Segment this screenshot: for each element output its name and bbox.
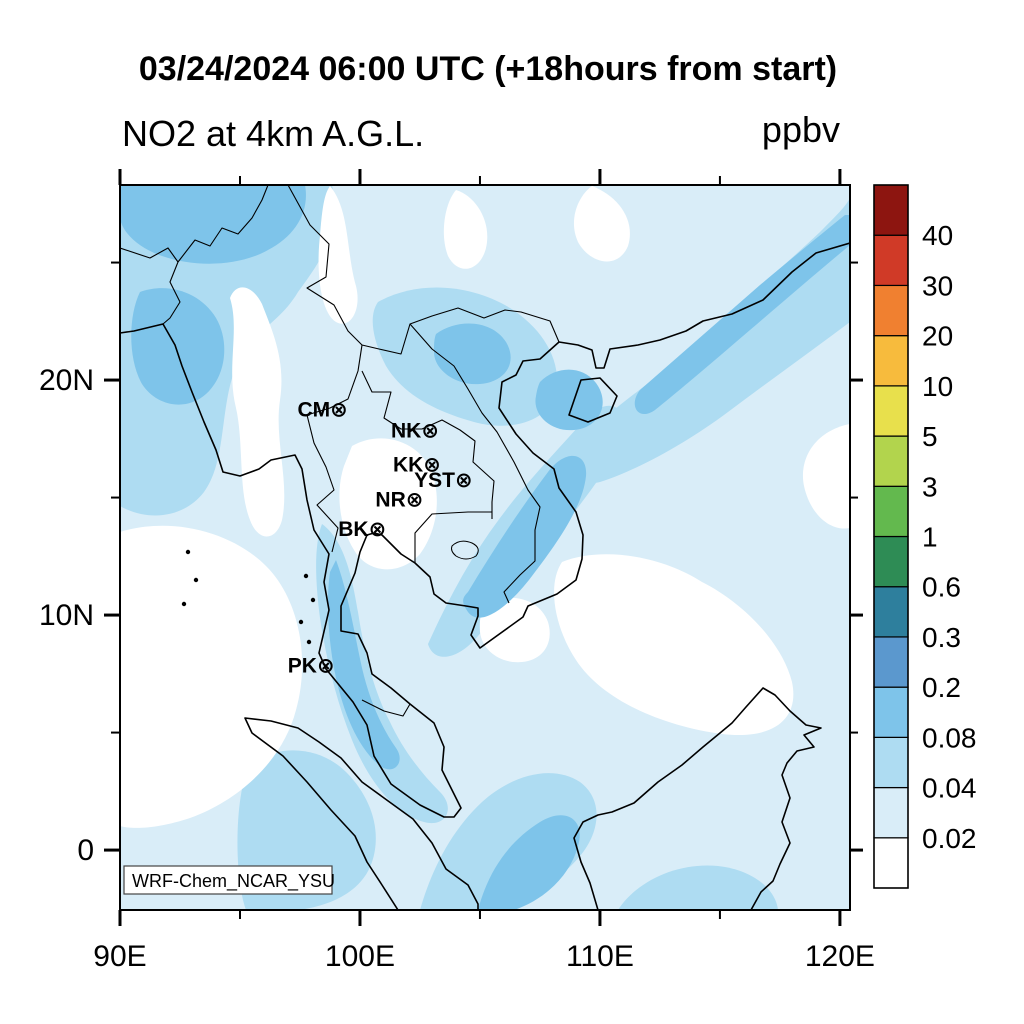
contour-patch [339, 438, 437, 570]
station-kk: KK⊗ [393, 453, 441, 476]
colorbar-segment [873, 786, 909, 839]
border-myanmar-thailand [306, 344, 363, 553]
colorbar-outline [873, 184, 909, 889]
contour-patch [434, 323, 511, 385]
x-axis-label: 90E [93, 940, 146, 973]
contour-patch [328, 560, 400, 770]
lake-tonle-sap [451, 540, 479, 560]
station-nk: NK⊗ [391, 419, 439, 442]
colorbar-segment [873, 284, 909, 337]
model-label: WRF-Chem_NCAR_YSU [132, 871, 335, 892]
border-india-bangladesh [120, 247, 181, 325]
contour-patch [634, 215, 850, 415]
country-borders [120, 185, 560, 717]
border-china [287, 185, 560, 355]
colorbar-segment [873, 736, 909, 789]
colorbar-label: 3 [922, 471, 938, 502]
units-label: ppbv [762, 109, 840, 150]
contour-patch [618, 865, 778, 910]
y-axis-label: 20N [39, 364, 94, 397]
x-axis-label: 110E [566, 940, 634, 973]
border-malaysia-thailand [361, 699, 411, 717]
contour-patch [478, 815, 580, 910]
colorbar-segment [873, 535, 909, 588]
colorbar-segment [873, 385, 909, 437]
border-india-myanmar [177, 185, 269, 263]
colorbar-segment [873, 234, 909, 287]
contour-patch [573, 186, 630, 262]
colorbar-label: 1 [922, 522, 938, 553]
colorbar-label: 40 [922, 220, 953, 251]
x-axis: 90E 100E 110E 120E [93, 169, 875, 973]
station-cm: CM⊗ [298, 398, 348, 421]
colorbar-segment [873, 636, 909, 688]
colorbar-segment [873, 586, 909, 638]
y-axis-label: 0 [77, 834, 94, 867]
island-sumatra [244, 717, 479, 910]
station-bk: BK⊗ [338, 518, 386, 541]
colorbar-label: 0.08 [922, 722, 977, 753]
station-yst: YST⊗ [414, 469, 472, 492]
colorbar-segment [873, 485, 909, 538]
island-hainan [568, 377, 618, 423]
contour-patch [316, 524, 448, 824]
y-axis-label: 10N [39, 599, 94, 632]
contour-patch [120, 185, 335, 516]
border-laos-vietnam [409, 323, 541, 604]
colorbar: 0.02 0.04 0.08 0.2 0.3 0.6 1 3 5 10 20 30 40 [873, 184, 977, 889]
title-datetime: 03/24/2024 06:00 UTC (+18hours from star… [139, 50, 837, 88]
station-pk: PK⊗ [288, 654, 335, 677]
contour-patch [535, 369, 603, 431]
colorbar-segment [873, 686, 909, 738]
x-axis-label: 120E [805, 940, 875, 973]
contour-patch [131, 288, 225, 405]
border-thailand-cambodia [414, 511, 492, 563]
contour-patch [463, 455, 587, 618]
x-axis-label: 100E [325, 940, 395, 973]
contour-patch [318, 186, 358, 324]
no2-field [120, 185, 850, 910]
colorbar-segment [873, 335, 909, 387]
stations-layer: CM⊗ NK⊗ KK⊗YST⊗NR⊗ BK⊗ PK⊗ [288, 398, 473, 677]
colorbar-label: 0.02 [922, 823, 977, 854]
colorbar-label: 0.2 [922, 672, 961, 703]
station-nr: NR⊗ [375, 489, 423, 512]
contour-patch [554, 554, 794, 736]
colorbar-label: 20 [922, 321, 953, 352]
colorbar-label: 30 [922, 270, 953, 301]
model-label-box: WRF-Chem_NCAR_YSU [123, 865, 335, 895]
contour-patch [802, 424, 850, 529]
contour-patch [443, 190, 488, 269]
colorbar-segment [873, 184, 909, 236]
plot-title: NO2 at 4km A.G.L. [122, 113, 424, 154]
contour-patch [479, 597, 550, 663]
map-frame [119, 184, 851, 911]
colorbar-label: 5 [922, 421, 938, 452]
small-islands [181, 549, 316, 645]
colorbar-label: 0.04 [922, 773, 977, 804]
colorbar-segment [873, 435, 909, 487]
colorbar-segment [873, 837, 909, 889]
contour-patch [120, 525, 303, 828]
colorbar-label: 0.3 [922, 622, 961, 653]
y-axis: 0 10N 20N [39, 261, 863, 867]
island-borneo [573, 687, 822, 910]
colorbar-label: 0.6 [922, 572, 961, 603]
border-thailand-laos [361, 370, 495, 519]
colorbar-label: 10 [922, 371, 953, 402]
